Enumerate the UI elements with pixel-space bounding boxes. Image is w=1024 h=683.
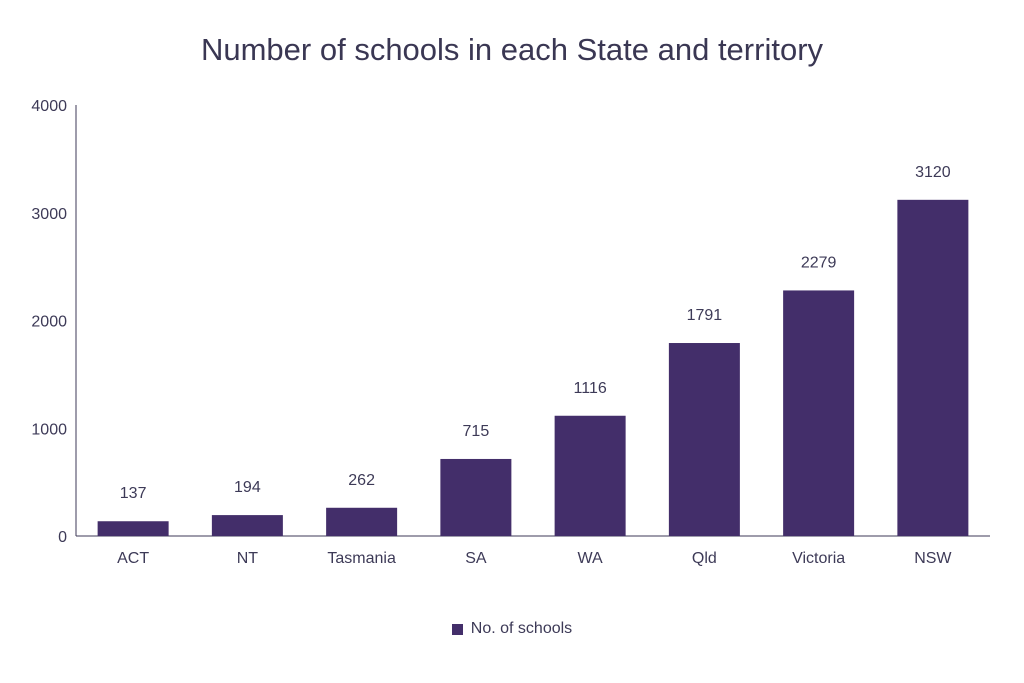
x-tick-label: ACT (117, 550, 149, 567)
x-tick-label: NT (237, 550, 259, 567)
x-axis-labels: ACT NT Tasmania SA WA Qld Victoria NSW (117, 550, 952, 567)
data-label: 194 (234, 479, 261, 496)
x-tick-label: SA (465, 550, 487, 567)
chart-title: Number of schools in each State and terr… (200, 32, 824, 67)
y-tick-label: 2000 (31, 314, 67, 331)
legend-label: No. of schools (470, 620, 573, 637)
x-tick-label: Victoria (792, 550, 845, 567)
bar (326, 507, 398, 536)
y-tick-label: 0 (58, 529, 67, 546)
x-tick-label: Tasmania (327, 550, 396, 567)
x-tick-label: NSW (914, 550, 952, 567)
bars-group (97, 199, 969, 536)
bar (783, 290, 855, 536)
bar (97, 521, 169, 536)
data-label: 137 (120, 485, 147, 502)
data-label: 3120 (915, 164, 951, 181)
x-tick-label: WA (578, 550, 604, 567)
bar (440, 458, 512, 536)
data-label: 1116 (574, 380, 607, 397)
y-tick-label: 3000 (31, 206, 67, 223)
bar (668, 343, 740, 536)
y-axis-ticks: 0 1000 2000 3000 4000 (31, 98, 67, 546)
legend-swatch (451, 623, 463, 635)
bar (897, 199, 969, 536)
bar (554, 415, 626, 536)
x-tick-label: Qld (692, 550, 717, 567)
bar (211, 515, 283, 536)
legend: No. of schools (0, 620, 1024, 638)
data-label: 262 (348, 472, 375, 489)
data-labels: 137 194 262 715 1116 1791 2279 3120 (120, 164, 951, 502)
data-label: 2279 (801, 254, 837, 271)
data-label: 715 (463, 423, 490, 440)
y-tick-label: 1000 (31, 421, 67, 438)
y-tick-label: 4000 (31, 98, 67, 115)
data-label: 1791 (687, 307, 723, 324)
